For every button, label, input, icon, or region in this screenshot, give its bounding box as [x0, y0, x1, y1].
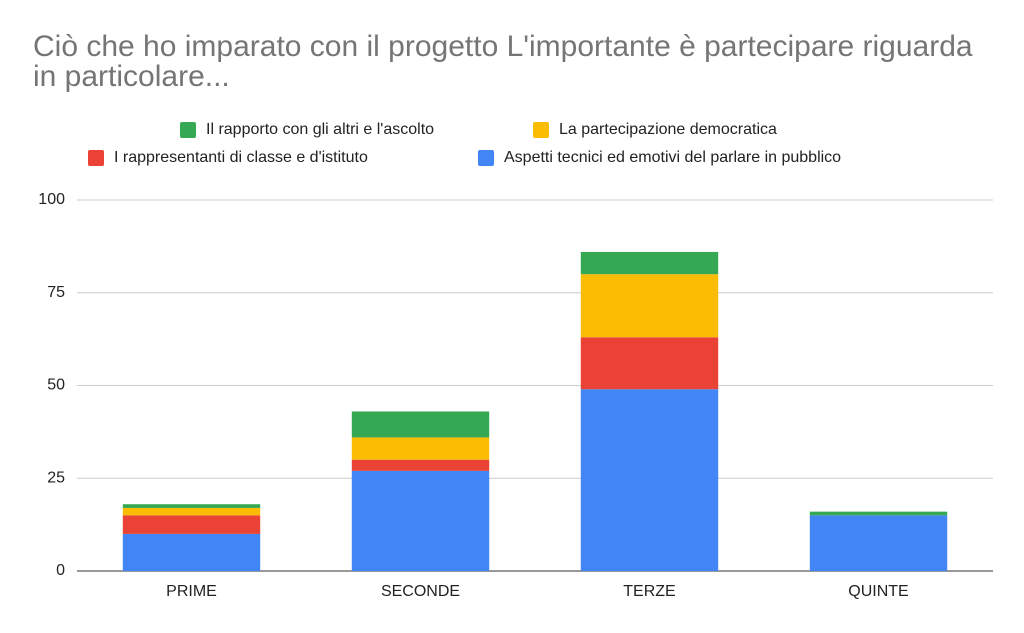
y-tick-label: 0: [56, 562, 65, 579]
bar-segment: [809, 511, 948, 516]
legend-label: La partecipazione democratica: [559, 121, 777, 138]
bar-segment: [122, 515, 261, 534]
y-tick-label: 100: [38, 191, 65, 208]
x-tick-label: PRIME: [166, 583, 217, 600]
chart-title: Ciò che ho imparato con il progetto L'im…: [33, 30, 973, 93]
y-tick-label: 25: [47, 469, 65, 486]
y-tick-label: 75: [47, 284, 65, 301]
bar-segment: [351, 437, 490, 460]
legend-swatch: [478, 150, 494, 166]
y-tick-label: 50: [47, 377, 65, 394]
bar-segment: [580, 274, 719, 338]
bar-segment: [122, 507, 261, 516]
bar-segment: [351, 411, 490, 438]
bar-segment: [580, 389, 719, 571]
legend-swatch: [88, 150, 104, 166]
bar-segment: [809, 515, 948, 571]
x-tick-label: TERZE: [623, 583, 675, 600]
bar-segment: [351, 459, 490, 471]
bar-segment: [580, 251, 719, 275]
legend-swatch: [533, 122, 549, 138]
x-tick-label: QUINTE: [848, 583, 908, 600]
legend-label: Il rapporto con gli altri e l'ascolto: [206, 121, 434, 138]
legend-label: I rappresentanti di classe e d'istituto: [114, 149, 368, 166]
bar-segment: [580, 337, 719, 390]
x-tick-label: SECONDE: [381, 583, 460, 600]
bar-segment: [122, 533, 261, 571]
bar-segment: [351, 470, 490, 571]
legend-label: Aspetti tecnici ed emotivi del parlare i…: [504, 149, 841, 166]
bar-segment: [122, 504, 261, 508]
legend-swatch: [180, 122, 196, 138]
